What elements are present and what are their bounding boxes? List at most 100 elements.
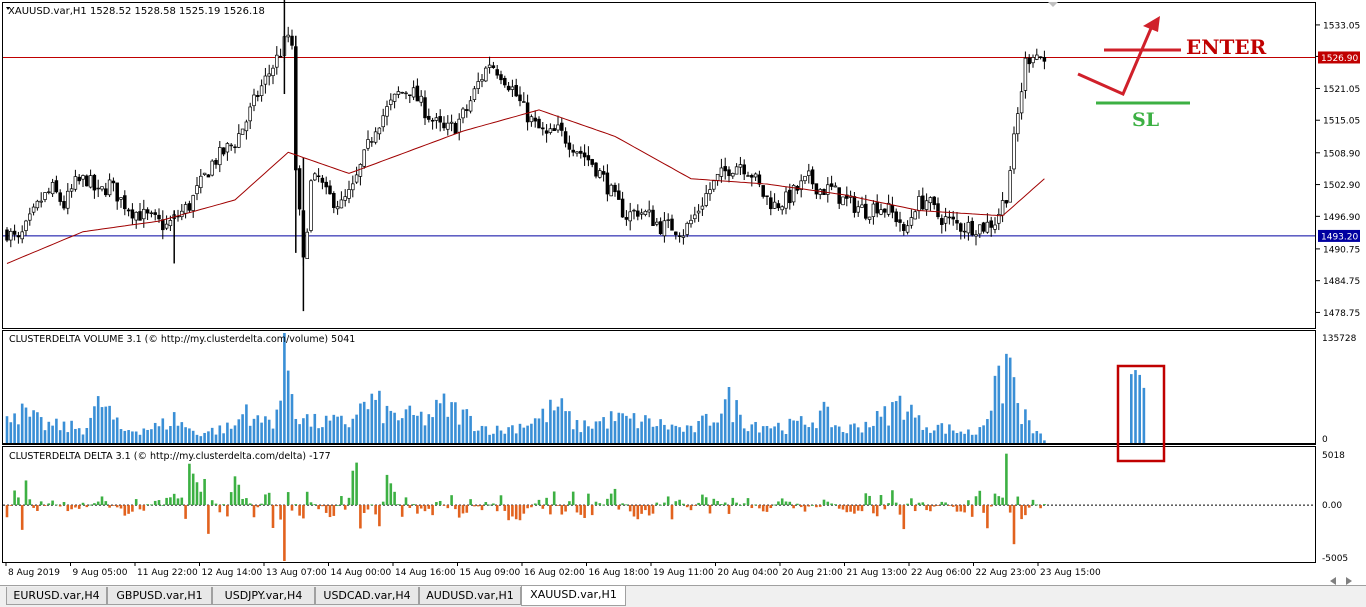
- volume-panel[interactable]: [2, 330, 1316, 445]
- candle-body: [69, 188, 74, 192]
- delta-bar: [484, 502, 488, 506]
- candle-body: [879, 209, 883, 215]
- candle-body: [324, 181, 328, 188]
- volume-bar: [248, 425, 252, 443]
- delta-bar: [837, 505, 841, 509]
- candle-body: [206, 174, 211, 178]
- volume-bar: [651, 426, 655, 443]
- volume-bar: [921, 429, 925, 443]
- delta-bar: [678, 499, 681, 506]
- volume-bar: [393, 412, 396, 443]
- tab-usdcad[interactable]: USDCAD.var,H4: [315, 587, 419, 605]
- volume-bar: [218, 425, 222, 443]
- candle-body: [297, 168, 302, 210]
- volume-bar: [883, 406, 887, 443]
- delta-bar: [55, 504, 58, 506]
- delta-bar: [970, 505, 974, 517]
- delta-bar: [62, 502, 66, 506]
- delta-bar: [750, 505, 754, 509]
- volume-bar: [685, 425, 689, 443]
- scroll-right-icon[interactable]: [1346, 577, 1352, 585]
- delta-bar: [431, 505, 434, 516]
- candle-body: [613, 184, 617, 193]
- volume-bar: [727, 387, 731, 443]
- candle-body: [955, 220, 959, 224]
- candle-body: [719, 167, 724, 177]
- volume-bar: [571, 429, 575, 443]
- tab-xauusd[interactable]: XAUUSD.var,H1: [521, 586, 626, 606]
- delta-bar: [302, 505, 305, 519]
- volume-bar: [302, 418, 305, 443]
- delta-bar: [237, 484, 241, 506]
- candle-body: [465, 109, 469, 111]
- delta-bar: [324, 505, 328, 513]
- candle-body: [803, 175, 807, 182]
- x-tick-label: 16 Aug 02:00: [524, 568, 585, 578]
- candle-body: [890, 204, 895, 213]
- candle-body: [563, 131, 568, 144]
- candle-body: [54, 180, 59, 193]
- delta-bar: [321, 505, 324, 507]
- price-panel[interactable]: [2, 2, 1316, 329]
- volume-bar-highlight: [1134, 370, 1137, 443]
- delta-bar: [332, 505, 336, 516]
- volume-bar: [203, 432, 206, 443]
- scroll-left-icon[interactable]: [1330, 577, 1336, 585]
- candle-body: [962, 230, 967, 233]
- candle-body: [560, 122, 564, 131]
- candle-body: [594, 162, 598, 177]
- volume-bar: [370, 393, 374, 443]
- x-tick-label: 14 Aug 00:00: [331, 568, 392, 578]
- delta-bar: [264, 494, 267, 506]
- delta-bar: [150, 504, 153, 506]
- volume-bar: [457, 424, 461, 443]
- price-tick-label: 1496.90: [1323, 213, 1360, 223]
- candle-body: [871, 203, 876, 217]
- candle-body: [833, 185, 838, 188]
- candle-body: [510, 86, 515, 90]
- candle-body: [666, 219, 670, 221]
- delta-bar: [180, 497, 184, 506]
- delta-bar: [427, 505, 431, 509]
- candle-body: [263, 75, 268, 85]
- volume-bar: [454, 402, 457, 443]
- tab-usdjpy[interactable]: USDJPY.var,H4: [212, 587, 315, 605]
- candle-body: [1008, 170, 1012, 203]
- candle-body: [518, 94, 522, 102]
- delta-bar: [465, 505, 469, 513]
- volume-bar: [264, 416, 267, 443]
- volume-bar: [488, 434, 491, 443]
- volume-bar: [404, 409, 408, 443]
- volume-bar: [142, 428, 146, 443]
- chart-menu-triangle-icon[interactable]: [6, 7, 10, 10]
- tab-gbpusd[interactable]: GBPUSD.var,H1: [107, 587, 212, 605]
- volume-bar: [784, 434, 788, 443]
- volume-bar: [309, 426, 313, 443]
- shift-marker-icon[interactable]: [1048, 2, 1058, 7]
- candle-body: [392, 93, 397, 102]
- tab-audusd[interactable]: AUDUSD.var,H1: [419, 587, 521, 605]
- candle-body: [586, 155, 591, 161]
- candle-body: [404, 92, 408, 95]
- delta-bar: [469, 499, 472, 506]
- delta-panel[interactable]: [2, 446, 1316, 563]
- volume-bar: [594, 421, 598, 443]
- delta-bar: [43, 505, 47, 506]
- volume-bar: [663, 424, 666, 443]
- candle-body: [168, 220, 173, 227]
- candle-body: [761, 185, 765, 197]
- delta-bar: [142, 505, 146, 511]
- candle-body: [354, 174, 359, 183]
- volume-bar: [77, 428, 81, 443]
- delta-bar: [761, 505, 765, 512]
- volume-bar: [237, 419, 241, 443]
- candle-body: [35, 200, 40, 209]
- volume-bar: [815, 428, 818, 443]
- volume-bar: [233, 425, 237, 443]
- x-tick-label: 11 Aug 22:00: [137, 568, 198, 578]
- tab-eurusd[interactable]: EURUSD.var,H4: [6, 587, 107, 605]
- volume-bar: [731, 422, 735, 443]
- candle-body: [886, 202, 891, 215]
- delta-bar: [632, 505, 636, 517]
- candle-body: [1023, 57, 1028, 91]
